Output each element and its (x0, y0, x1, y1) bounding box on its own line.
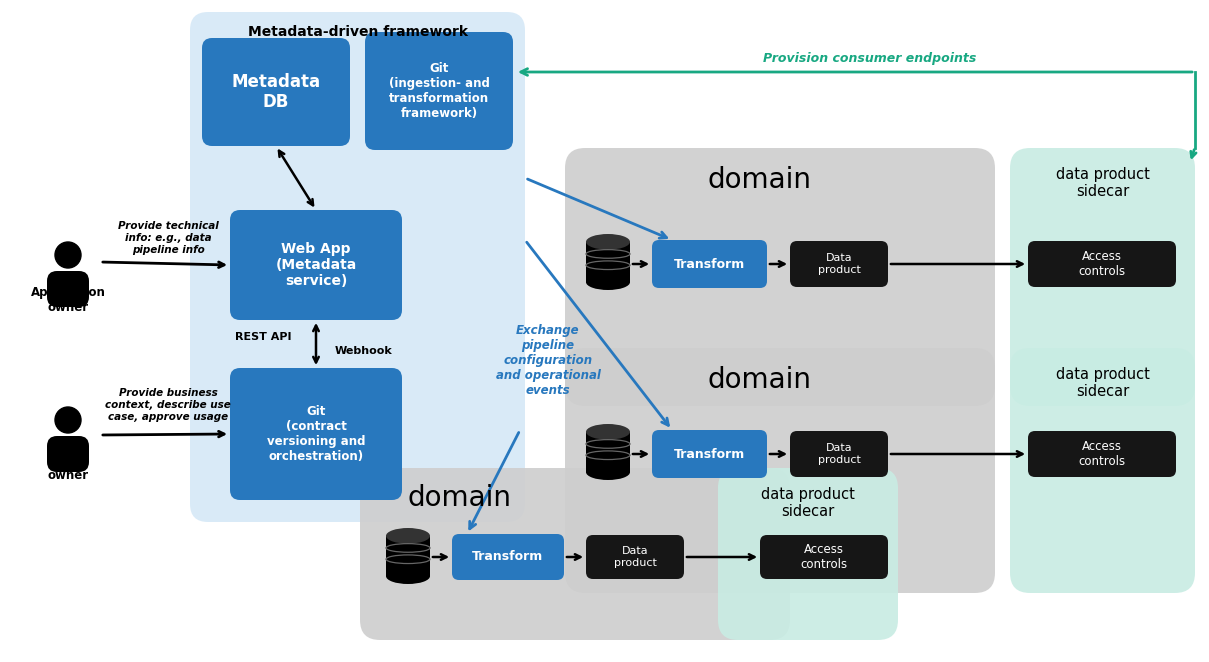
FancyBboxPatch shape (789, 241, 887, 287)
Text: Web App
(Metadata
service): Web App (Metadata service) (276, 242, 357, 288)
FancyBboxPatch shape (202, 38, 349, 146)
Text: Transform: Transform (673, 258, 745, 271)
FancyBboxPatch shape (652, 240, 767, 288)
FancyBboxPatch shape (789, 431, 887, 477)
Text: Application
owner: Application owner (30, 286, 105, 314)
Text: Transform: Transform (473, 551, 544, 563)
FancyBboxPatch shape (1028, 241, 1176, 287)
Ellipse shape (586, 424, 630, 440)
Text: Data
owner: Data owner (47, 454, 88, 482)
FancyBboxPatch shape (190, 12, 525, 522)
Text: Access
controls: Access controls (800, 543, 848, 571)
Ellipse shape (586, 464, 630, 480)
Ellipse shape (386, 568, 430, 584)
Text: Git
(ingestion- and
transformation
framework): Git (ingestion- and transformation frame… (388, 62, 490, 120)
FancyBboxPatch shape (365, 32, 513, 150)
FancyBboxPatch shape (452, 534, 565, 580)
Text: data product
sidecar: data product sidecar (1055, 167, 1150, 199)
Text: Metadata-driven framework: Metadata-driven framework (248, 25, 468, 39)
Text: Access
controls: Access controls (1078, 440, 1126, 468)
Text: data product
sidecar: data product sidecar (1055, 367, 1150, 399)
Text: REST API: REST API (235, 332, 291, 342)
FancyBboxPatch shape (47, 436, 89, 472)
Text: data product
sidecar: data product sidecar (760, 487, 855, 519)
FancyBboxPatch shape (1010, 348, 1194, 593)
Text: Data
product: Data product (817, 253, 861, 275)
Text: Provision consumer endpoints: Provision consumer endpoints (763, 52, 977, 64)
FancyBboxPatch shape (1010, 148, 1194, 406)
Text: domain: domain (407, 484, 511, 512)
Text: Provide business
context, describe use
case, approve usage: Provide business context, describe use c… (105, 389, 231, 422)
Text: Data
product: Data product (613, 546, 656, 568)
FancyBboxPatch shape (47, 271, 89, 307)
FancyBboxPatch shape (230, 368, 403, 500)
Text: Metadata
DB: Metadata DB (231, 73, 320, 111)
Circle shape (54, 242, 81, 268)
FancyBboxPatch shape (586, 535, 684, 579)
Circle shape (54, 407, 81, 433)
FancyBboxPatch shape (565, 148, 995, 406)
Bar (586, 242, 630, 282)
Text: domain: domain (708, 166, 812, 194)
FancyBboxPatch shape (652, 430, 767, 478)
Bar (386, 536, 430, 576)
Text: Exchange
pipeline
configuration
and operational
events: Exchange pipeline configuration and oper… (496, 324, 601, 397)
Ellipse shape (586, 274, 630, 290)
Text: Access
controls: Access controls (1078, 250, 1126, 278)
Ellipse shape (386, 528, 430, 544)
Text: Provide technical
info: e.g., data
pipeline info: Provide technical info: e.g., data pipel… (117, 221, 219, 255)
Text: Data
product: Data product (817, 443, 861, 465)
FancyBboxPatch shape (760, 535, 887, 579)
FancyBboxPatch shape (565, 348, 995, 593)
FancyBboxPatch shape (360, 468, 789, 640)
FancyBboxPatch shape (1028, 431, 1176, 477)
Text: domain: domain (708, 366, 812, 394)
Text: Git
(contract
versioning and
orchestration): Git (contract versioning and orchestrati… (267, 405, 365, 463)
Text: Transform: Transform (673, 448, 745, 461)
Bar (586, 432, 630, 472)
Ellipse shape (586, 234, 630, 250)
FancyBboxPatch shape (718, 468, 898, 640)
FancyBboxPatch shape (230, 210, 403, 320)
Text: Webhook: Webhook (334, 346, 392, 356)
